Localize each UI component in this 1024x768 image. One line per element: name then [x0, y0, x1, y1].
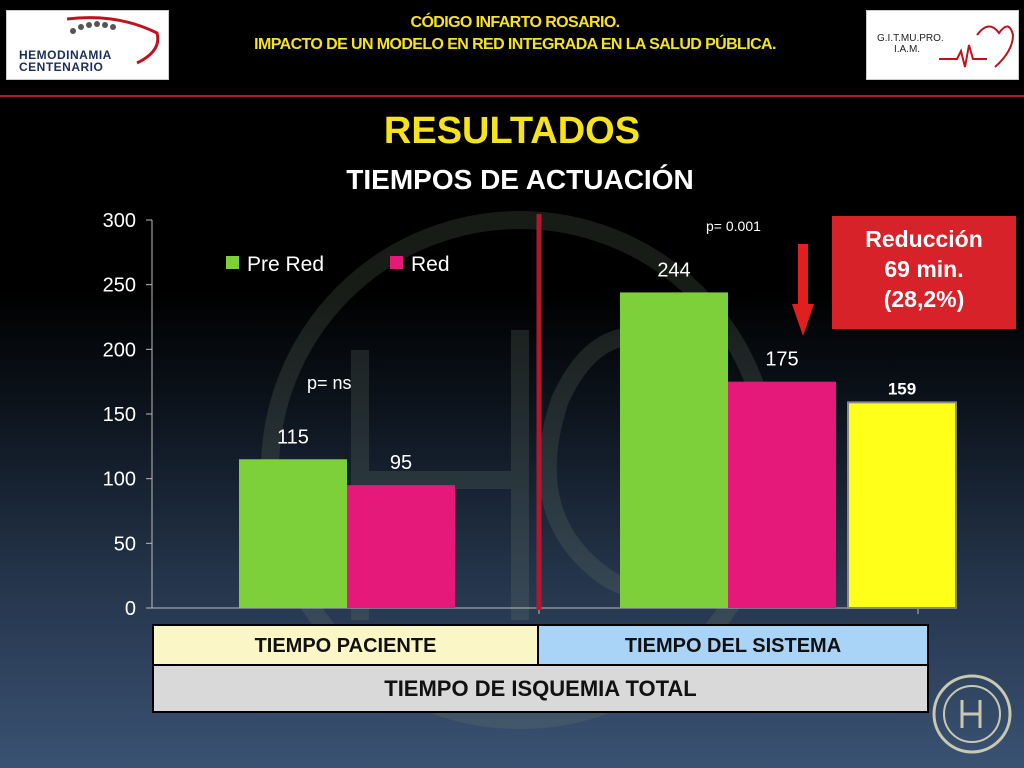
annotation-p-001: p= 0.001 — [706, 218, 761, 234]
sub-title: TIEMPOS DE ACTUACIÓN — [346, 164, 694, 195]
header-divider — [0, 95, 1024, 97]
hospital-seal-icon — [932, 674, 1012, 754]
gitmupro-logo: G.I.T.MU.PRO. I.A.M. — [866, 10, 1019, 80]
y-tick-label: 250 — [103, 275, 136, 297]
reduction-arrow-icon — [792, 244, 814, 336]
data-label: 244 — [657, 259, 690, 281]
y-tick-label: 0 — [125, 598, 136, 620]
data-label: 115 — [277, 426, 309, 448]
logo-right-line2: I.A.M. — [893, 44, 921, 55]
logo-right-line1: G.I.T.MU.PRO. — [877, 33, 944, 44]
legend: Pre Red Red — [226, 253, 450, 276]
logo-left-line1: HEMODINAMIA — [19, 48, 112, 62]
data-label: 175 — [765, 349, 798, 371]
logo-left-line2: CENTENARIO — [19, 60, 104, 74]
legend-swatch-pre-red — [226, 256, 239, 269]
time-category-table: TIEMPO PACIENTE TIEMPO DEL SISTEMA TIEMP… — [152, 624, 929, 713]
y-tick-label: 200 — [103, 339, 136, 361]
legend-label-pre-red: Pre Red — [247, 253, 324, 276]
main-title: RESULTADOS — [383, 110, 641, 152]
data-label: 95 — [390, 452, 412, 474]
total-ischemia-cell: TIEMPO DE ISQUEMIA TOTAL — [154, 666, 927, 711]
y-tick-label: 150 — [103, 404, 136, 426]
y-tick-label: 100 — [103, 469, 136, 491]
system-time-cell: TIEMPO DEL SISTEMA — [539, 626, 927, 666]
legend-label-red: Red — [411, 253, 450, 276]
data-label: 159 — [888, 379, 916, 398]
header-line1: CÓDIGO INFARTO ROSARIO. — [410, 14, 620, 31]
bar-red-2 — [728, 381, 836, 608]
y-tick-label: 300 — [103, 210, 136, 232]
reduction-line2: 69 min. — [884, 256, 964, 282]
legend-swatch-red — [390, 256, 403, 269]
annotation-p-ns: p= ns — [307, 373, 352, 393]
bar-extra-2 — [847, 401, 957, 609]
heart-ecg-icon — [939, 25, 1015, 68]
reduction-callout: Reducción 69 min. (28,2%) — [832, 216, 1016, 329]
header-line2: IMPACTO DE UN MODELO EN RED INTEGRADA EN… — [254, 36, 776, 53]
hemodinamia-logo: HEMODINAMIA CENTENARIO — [6, 10, 169, 80]
bar-pre-red-2 — [620, 292, 728, 608]
reduction-line3: (28,2%) — [883, 286, 965, 312]
reduction-line1: Reducción — [865, 226, 983, 252]
header-title: CÓDIGO INFARTO ROSARIO. IMPACTO DE UN MO… — [170, 12, 860, 56]
hemodinamia-emblem-icon — [66, 16, 160, 65]
bar-pre-red-1 — [239, 459, 347, 608]
y-tick-label: 50 — [114, 533, 136, 555]
patient-time-cell: TIEMPO PACIENTE — [154, 626, 539, 666]
bar-red-1 — [347, 485, 455, 608]
